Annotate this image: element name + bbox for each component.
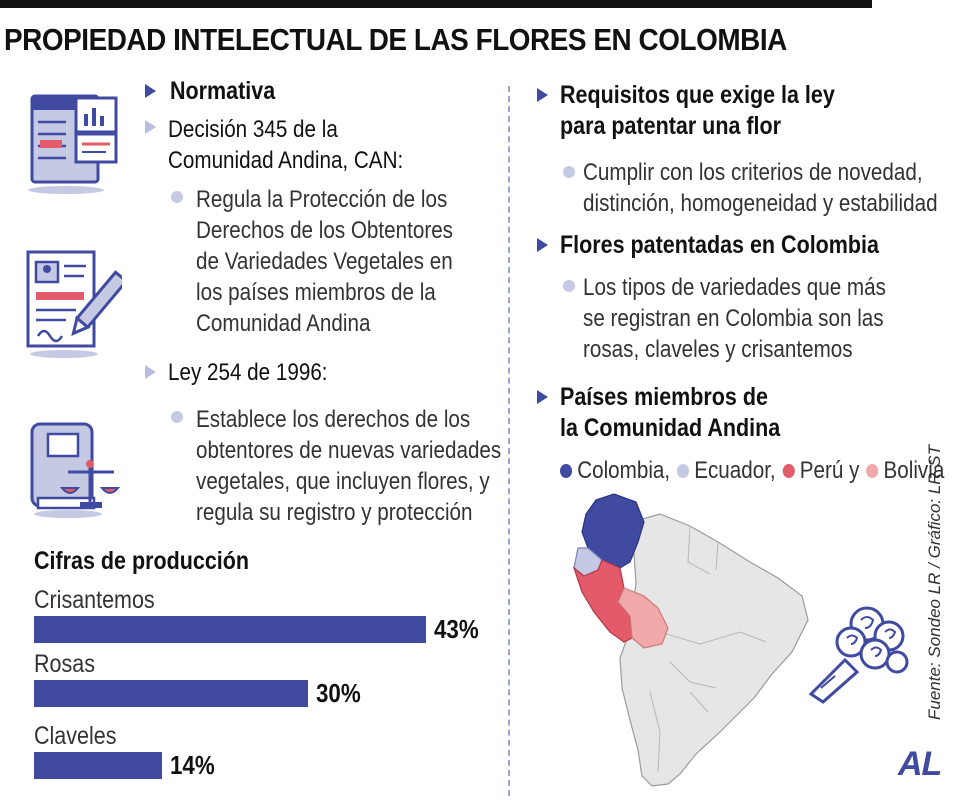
bullet-triangle-icon — [145, 365, 156, 379]
legend-dot-bolivia — [866, 464, 879, 478]
decision-title: Decisión 345 de la Comunidad Andina, CAN… — [168, 116, 404, 174]
legend-peru: Perú y — [799, 457, 860, 484]
page-title: PROPIEDAD INTELECTUAL DE LAS FLORES EN C… — [4, 22, 787, 57]
bullet-triangle-icon — [537, 88, 548, 102]
source-credit: Fuente: Sondeo LR / Gráfico: LR-ST — [925, 445, 944, 720]
legend-colombia: Colombia, — [577, 457, 671, 484]
map-colombia — [581, 493, 645, 569]
requisitos-heading: Requisitos que exige la ley para patenta… — [560, 81, 835, 140]
legend-dot-colombia — [560, 464, 573, 478]
legend-dot-peru — [782, 464, 795, 478]
requisitos-description: Cumplir con los criterios de novedad, di… — [583, 159, 938, 217]
bar-label-crisantemos: Crisantemos — [34, 586, 155, 614]
flores-heading: Flores patentadas en Colombia — [560, 231, 879, 259]
chart-title: Cifras de producción — [34, 547, 250, 575]
bar-value-rosas: 30% — [316, 678, 361, 708]
map-rest-of-continent — [619, 513, 809, 787]
legend-dot-ecuador — [677, 464, 690, 478]
bullet-dot-icon — [171, 191, 183, 203]
legend-bolivia: Bolivia — [883, 457, 945, 484]
column-divider — [508, 86, 510, 796]
bullet-dot-icon — [563, 280, 575, 292]
bullet-dot-icon — [171, 411, 183, 423]
document-pen-icon — [26, 250, 122, 358]
bar-value-crisantemos: 43% — [434, 614, 479, 644]
bar-label-rosas: Rosas — [34, 650, 95, 678]
bar-value-claveles: 14% — [170, 750, 215, 780]
spreadsheet-icon — [28, 94, 118, 194]
flower-bouquet-icon — [808, 606, 909, 704]
bullet-dot-icon — [563, 166, 575, 178]
top-rule — [0, 0, 872, 8]
map-bolivia — [617, 587, 669, 649]
bullet-triangle-icon — [145, 84, 156, 98]
bullet-triangle-icon — [145, 120, 156, 134]
law-book-scales-icon — [30, 422, 121, 518]
legend-ecuador: Ecuador, — [694, 457, 776, 484]
paises-heading: Países miembros de la Comunidad Andina — [560, 383, 781, 442]
bar-claveles — [34, 752, 162, 779]
ley-description: Establece los derechos de los obtentores… — [196, 406, 502, 526]
normativa-heading: Normativa — [170, 77, 276, 105]
south-america-map — [572, 493, 809, 787]
decision-description: Regula la Protección de los Derechos de … — [196, 186, 453, 337]
brand-logo: AL — [898, 745, 942, 783]
bullet-triangle-icon — [537, 238, 548, 252]
bar-crisantemos — [34, 616, 426, 643]
map-legend: Colombia, Ecuador, Perú y Bolivia — [560, 457, 944, 485]
bar-label-claveles: Claveles — [34, 722, 117, 750]
ley-title: Ley 254 de 1996: — [168, 359, 328, 386]
bullet-triangle-icon — [537, 390, 548, 404]
bar-rosas — [34, 680, 308, 707]
flores-description: Los tipos de variedades que más se regis… — [583, 274, 886, 363]
